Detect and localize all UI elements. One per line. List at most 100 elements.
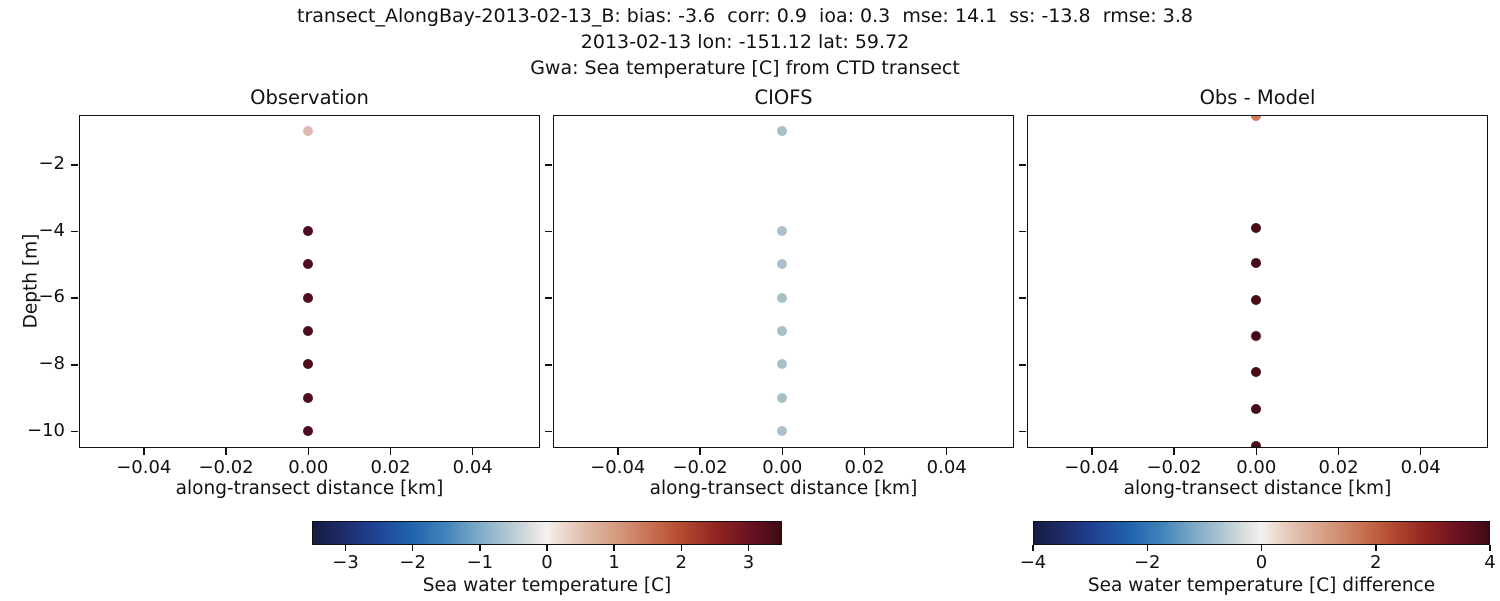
colorbar-tick-mark (1375, 545, 1377, 551)
figure-title-line-1: transect_AlongBay-2013-02-13_B: bias: -3… (297, 5, 1193, 27)
colorbar-tick-label: 3 (742, 552, 755, 573)
panel-title-ciofs: CIOFS (754, 86, 813, 109)
y-tick-mark (544, 164, 552, 166)
plot-area-observation (79, 115, 540, 448)
data-point (302, 226, 313, 236)
x-tick-mark (1419, 448, 1422, 455)
colorbar-tick-label: −2 (1133, 552, 1161, 573)
figure-title-line-3: Gwa: Sea temperature [C] from CTD transe… (530, 57, 960, 79)
y-tick-label: −2 (38, 152, 65, 174)
data-point (776, 226, 787, 236)
colorbar-tick-mark (680, 545, 683, 551)
data-point (302, 359, 313, 370)
y-tick-mark (1018, 297, 1026, 299)
x-tick-mark (1337, 448, 1340, 455)
colorbar-tick-mark (411, 545, 414, 551)
colorbar-gradient-difference (1033, 521, 1490, 545)
data-point (1250, 222, 1261, 233)
y-tick-mark (1018, 430, 1026, 433)
x-tick-mark (389, 448, 392, 455)
data-point (302, 426, 313, 436)
x-tick-label: 0.04 (1400, 457, 1441, 478)
x-tick-mark (863, 448, 866, 455)
y-tick-mark (1018, 164, 1026, 166)
y-tick-mark (70, 364, 78, 366)
x-tick-label: −0.02 (672, 457, 728, 478)
panel-title-obs-model: Obs - Model (1199, 86, 1316, 109)
data-point (776, 426, 787, 436)
plot-area-ciofs (553, 115, 1014, 448)
x-tick-label: 0.04 (452, 457, 493, 478)
y-tick-mark (70, 230, 78, 233)
y-tick-mark (544, 364, 552, 366)
data-point (1250, 441, 1261, 447)
colorbar-tick-label: −4 (1019, 552, 1047, 573)
colorbar-tick-label: 2 (675, 552, 687, 573)
colorbar-tick-label: 4 (1484, 552, 1496, 573)
x-tick-mark (1173, 448, 1175, 455)
data-point (776, 126, 787, 136)
x-axis-label: along-transect distance [km] (649, 478, 918, 499)
colorbar-tick-label: 0 (1255, 552, 1268, 573)
data-point (302, 326, 313, 336)
colorbar-label-temperature: Sea water temperature [C] (422, 575, 672, 596)
colorbar-tick-mark (546, 545, 548, 551)
colorbar-gradient-temperature (312, 521, 782, 545)
data-point (1250, 116, 1261, 121)
y-tick-label: −10 (27, 419, 65, 441)
x-tick-mark (307, 448, 310, 455)
data-point (302, 292, 313, 303)
data-point (302, 126, 313, 136)
colorbar-tick-mark (1489, 545, 1491, 551)
x-tick-mark (945, 448, 948, 455)
colorbar-tick-label: 2 (1370, 552, 1382, 573)
colorbar-tick-mark (479, 545, 481, 551)
data-point (1250, 258, 1261, 269)
colorbar-tick-label: −2 (399, 552, 426, 573)
data-point (1250, 403, 1261, 414)
x-tick-label: −0.02 (1146, 457, 1202, 478)
x-tick-label: −0.04 (1064, 457, 1120, 478)
x-tick-label: 0.02 (1318, 457, 1359, 478)
colorbar-tick-mark (1260, 545, 1263, 551)
y-axis-label: Depth [m] (20, 233, 42, 329)
data-point (302, 392, 313, 403)
colorbar-tick-mark (613, 545, 615, 551)
x-tick-label: 0.02 (370, 457, 411, 478)
y-tick-mark (544, 230, 552, 233)
colorbar-difference: Sea water temperature [C] difference −4 −… (1020, 521, 1496, 601)
y-tick-label: −6 (38, 286, 65, 308)
colorbar-tick-mark (1146, 545, 1148, 551)
data-point (776, 292, 787, 303)
colorbar-tick-label: 1 (608, 552, 620, 573)
y-tick-mark (544, 430, 552, 433)
colorbar-temperature: Sea water temperature [C] −3 −2 −1 0 1 2 3 (312, 521, 782, 601)
x-tick-mark (143, 448, 145, 455)
x-axis-label: along-transect distance [km] (175, 478, 444, 499)
y-tick-label: −4 (38, 219, 65, 241)
y-tick-mark (70, 430, 78, 433)
x-tick-mark (699, 448, 701, 455)
x-tick-label: 0.02 (844, 457, 885, 478)
colorbar-tick-label: −1 (466, 552, 494, 573)
x-tick-label: 0.00 (762, 457, 803, 478)
x-tick-label: −0.04 (590, 457, 646, 478)
x-tick-mark (225, 448, 227, 455)
data-point (302, 259, 313, 270)
colorbar-tick-label: 0 (541, 552, 553, 573)
x-axis-label: along-transect distance [km] (1123, 478, 1392, 499)
colorbar-tick-mark (747, 545, 750, 551)
x-tick-label: 0.00 (1236, 457, 1277, 478)
data-point (1250, 367, 1261, 378)
colorbar-tick-mark (344, 545, 347, 551)
figure-title-line-2: 2013-02-13 lon: -151.12 lat: 59.72 (580, 31, 910, 53)
y-tick-label: −8 (38, 352, 65, 374)
y-tick-mark (544, 297, 552, 299)
subplot-observation: along-transect distance [km] −0.04 −0.02 0… (27, 115, 540, 499)
x-tick-mark (471, 448, 474, 455)
x-tick-label: 0.00 (288, 457, 329, 478)
colorbar-tick-mark (1032, 545, 1034, 551)
plot-area-obs-model (1027, 115, 1488, 448)
y-tick-mark (1018, 364, 1026, 366)
